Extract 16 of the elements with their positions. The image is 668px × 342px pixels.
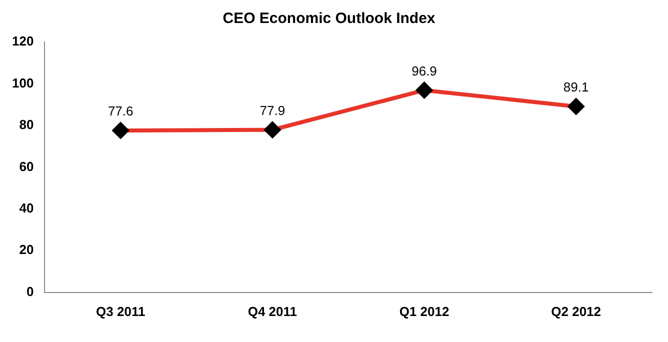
x-tick-label: Q2 2012 [551, 304, 602, 319]
y-tick-label: 20 [19, 242, 34, 258]
y-tick-label: 100 [12, 75, 34, 90]
data-label: 96.9 [412, 63, 437, 78]
y-tick-label: 120 [12, 34, 34, 49]
data-label: 89.1 [563, 80, 589, 95]
x-tick-label: Q4 2011 [248, 304, 298, 319]
data-label: 77.9 [260, 102, 286, 118]
x-tick-label: Q1 2012 [399, 304, 450, 319]
y-tick-label: 0 [26, 284, 34, 299]
y-tick-label: 40 [19, 200, 34, 216]
x-tick-label: Q3 2011 [96, 304, 146, 319]
data-label: 77.6 [108, 104, 134, 119]
y-tick-label: 60 [19, 158, 34, 174]
chart-title: CEO Economic Outlook Index [222, 10, 436, 28]
y-tick-label: 80 [19, 117, 34, 132]
